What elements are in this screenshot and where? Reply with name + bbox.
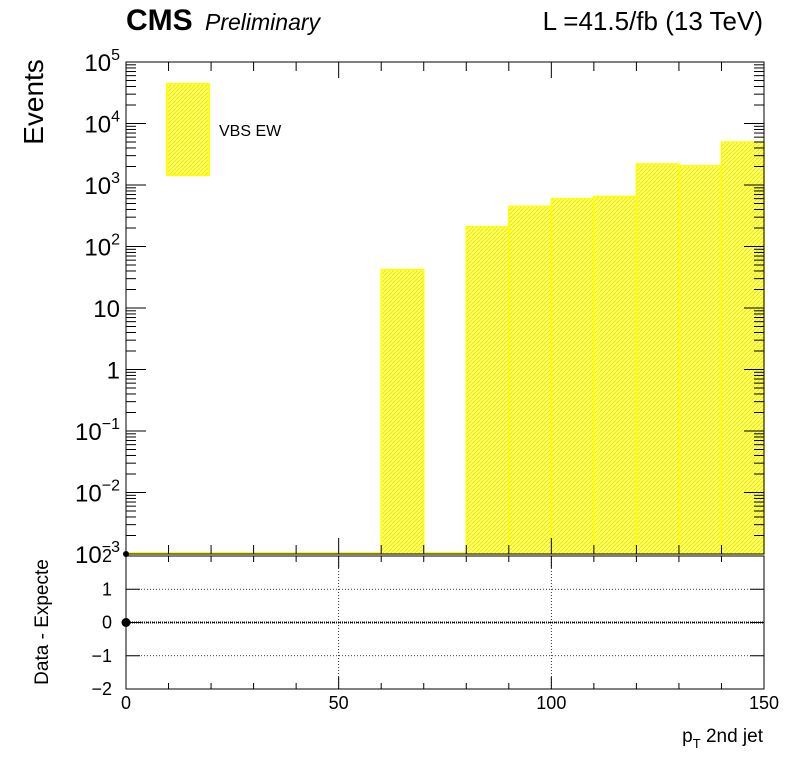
y-tick-label: 104 bbox=[84, 109, 120, 139]
histogram-bar bbox=[508, 205, 553, 555]
ratio-y-tick-label: 2 bbox=[102, 546, 112, 566]
experiment-label: CMS bbox=[126, 4, 193, 37]
y-tick-label: 105 bbox=[84, 47, 120, 77]
histogram-bar bbox=[678, 165, 723, 555]
x-axis-label: pT 2nd jet bbox=[682, 726, 764, 751]
ratio-y-tick-label: −1 bbox=[91, 646, 112, 666]
y-tick-label: 10−2 bbox=[75, 478, 120, 508]
main-histogram-bars bbox=[126, 141, 765, 555]
histogram-bar bbox=[380, 268, 425, 555]
ratio-points bbox=[121, 551, 764, 627]
status-label: Preliminary bbox=[205, 9, 322, 35]
x-tick-label: 0 bbox=[121, 693, 131, 713]
ratio-y-tick-label: −2 bbox=[91, 679, 112, 699]
y-tick-label: 10−1 bbox=[75, 416, 120, 446]
x-tick-label: 100 bbox=[536, 693, 566, 713]
ratio-y-tick-label: 0 bbox=[102, 613, 112, 633]
histogram-bar bbox=[550, 197, 595, 555]
legend-label-vbs-ew: VBS EW bbox=[219, 123, 282, 140]
histogram-bar bbox=[593, 195, 638, 555]
main-frame bbox=[125, 61, 765, 555]
y-tick-label: 10−3 bbox=[75, 539, 120, 569]
y-tick-label: 102 bbox=[84, 232, 120, 262]
legend-swatch-vbs-ew bbox=[166, 83, 210, 176]
ratio-axes: 0 50 100 150 −2 −1 0 1 2 bbox=[91, 546, 779, 713]
x-tick-label: 50 bbox=[329, 693, 349, 713]
x-tick-label: 150 bbox=[749, 693, 779, 713]
y-tick-label: 10 bbox=[93, 296, 120, 323]
y-axis-label-ratio: Data - Expecte bbox=[32, 559, 53, 685]
histogram-bar bbox=[465, 225, 510, 555]
y-tick-label: 1 bbox=[107, 358, 120, 385]
luminosity-label: L =41.5/fb (13 TeV) bbox=[543, 6, 763, 36]
ratio-frame bbox=[125, 555, 765, 690]
y-axis-label-events: Events bbox=[18, 59, 49, 145]
histogram-bar bbox=[635, 163, 680, 555]
ratio-y-tick-label: 1 bbox=[102, 579, 112, 599]
y-tick-label: 103 bbox=[84, 170, 120, 200]
